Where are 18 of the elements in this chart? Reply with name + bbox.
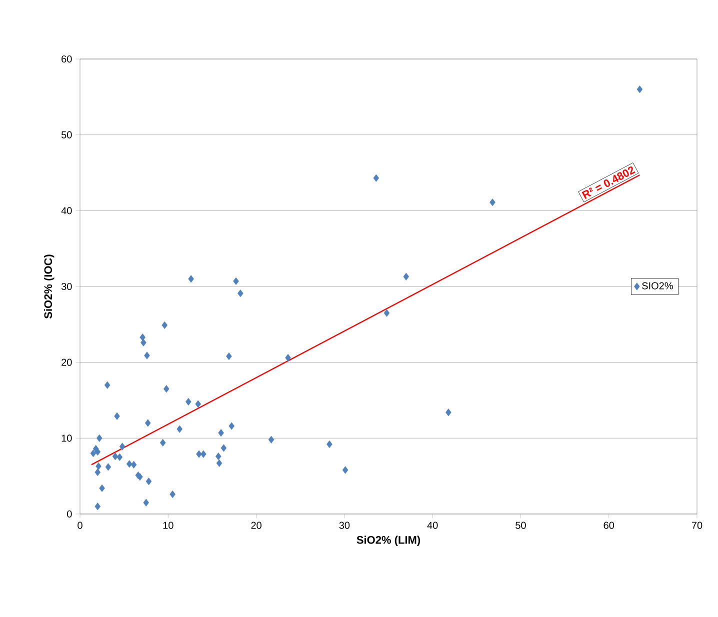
y-tick-label: 40	[61, 207, 72, 214]
y-tick-label: 20	[62, 358, 72, 366]
x-tick-label: 0	[78, 522, 82, 529]
x-tick-label: 30	[339, 522, 350, 529]
y-axis-title: SiO2% (IOC)	[44, 254, 54, 319]
x-tick-label: 10	[163, 522, 174, 529]
x-tick-label: 20	[251, 522, 262, 529]
y-tick-label: 0	[67, 510, 72, 518]
legend-label: SIO2%	[642, 282, 673, 290]
y-tick-label: 50	[61, 131, 72, 138]
x-tick-label: 50	[516, 522, 526, 529]
x-tick-label: 40	[427, 522, 438, 529]
x-axis-title: SiO2% (LIM)	[356, 536, 420, 546]
x-tick-label: 60	[604, 522, 614, 529]
y-tick-label: 10	[62, 434, 72, 442]
y-tick-label: 60	[62, 55, 72, 63]
y-tick-label: 30	[61, 282, 72, 290]
x-tick-label: 70	[692, 522, 702, 529]
